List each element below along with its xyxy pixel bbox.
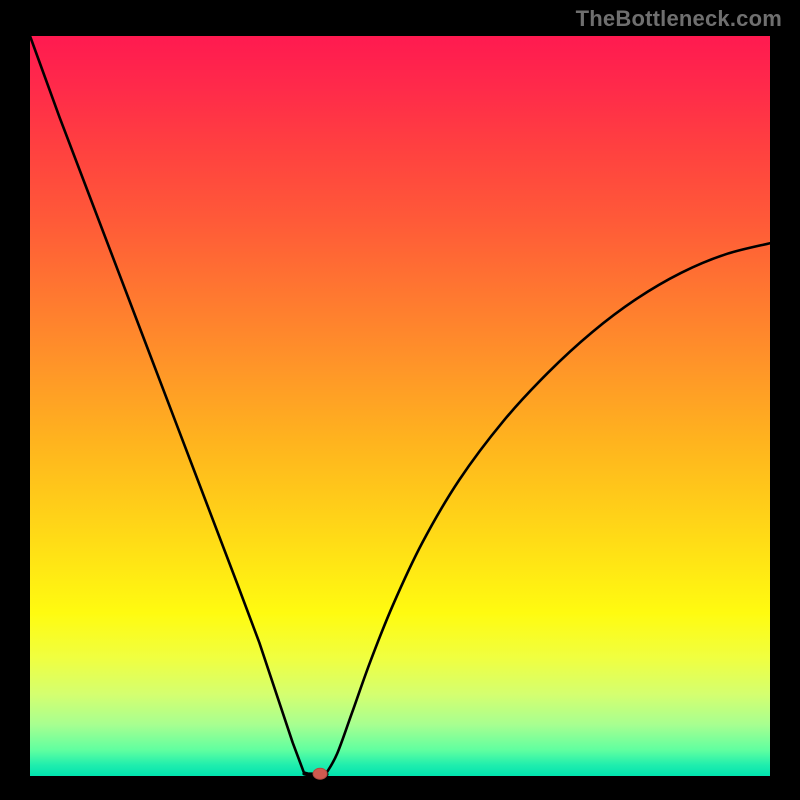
bottleneck-chart — [0, 0, 800, 800]
plot-background-gradient — [30, 36, 770, 776]
chart-container: TheBottleneck.com — [0, 0, 800, 800]
watermark-text: TheBottleneck.com — [576, 6, 782, 32]
minimum-marker-icon — [313, 768, 327, 779]
